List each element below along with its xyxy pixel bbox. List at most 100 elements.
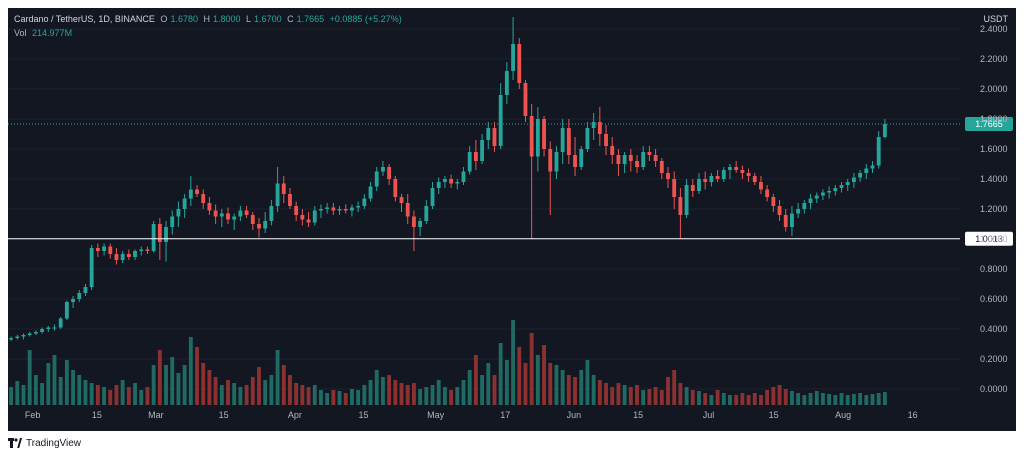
- volume-bar: [597, 380, 602, 405]
- candle-body: [424, 206, 429, 221]
- volume-bar: [585, 360, 590, 405]
- volume-bar: [684, 387, 689, 405]
- volume-bar: [424, 387, 429, 405]
- volume-bar: [120, 380, 125, 405]
- chart-panel[interactable]: 1.0013 1.7665 2.4000 2.2000 2.0000 1.8000 1.6…: [8, 8, 1016, 431]
- candle-body: [821, 192, 825, 196]
- symbol-title[interactable]: Cardano / TetherUS, 1D, BINANCE: [14, 14, 155, 24]
- candle-body: [765, 189, 770, 197]
- volume-bar: [430, 385, 435, 405]
- volume-bar: [9, 387, 14, 405]
- volume-bar: [21, 385, 26, 405]
- volume-bar: [876, 393, 881, 405]
- candle-body: [560, 128, 565, 152]
- candle-body: [102, 246, 106, 251]
- volume-bar: [46, 363, 51, 405]
- candle-body: [52, 327, 57, 329]
- candle-body: [684, 185, 689, 215]
- close-label: C: [287, 14, 294, 24]
- candle-body: [21, 335, 26, 337]
- candle-body: [95, 248, 100, 251]
- y-tick-label: 1.4000: [980, 174, 1008, 184]
- volume-bar: [71, 370, 75, 405]
- volume-bar: [207, 370, 212, 405]
- volume-bar: [659, 390, 664, 405]
- volume-bar: [257, 367, 261, 405]
- tradingview-brand: TradingView: [26, 437, 82, 449]
- volume-bar: [343, 393, 348, 405]
- axes: 2.4000 2.2000 2.0000 1.8000 1.6000 1.4000 1.20…: [25, 24, 1008, 420]
- candle-body: [201, 194, 206, 203]
- volume-bar: [721, 393, 726, 405]
- volume-bar: [64, 360, 69, 405]
- volume-bar: [715, 390, 720, 405]
- volume-bar: [89, 383, 94, 405]
- volume-bar: [746, 395, 751, 405]
- candle-body: [728, 167, 732, 170]
- candle-body: [33, 332, 38, 334]
- high-label: H: [203, 14, 210, 24]
- volume-bar: [102, 387, 106, 405]
- volume-bar: [845, 395, 850, 405]
- volume-bar: [473, 355, 478, 405]
- volume-bar: [213, 377, 218, 405]
- candle-body: [126, 254, 131, 257]
- support-price-badge: [965, 231, 1013, 246]
- volume-bar: [393, 380, 398, 405]
- currency-label[interactable]: USDT: [983, 14, 1009, 24]
- y-tick-label: 0.6000: [980, 294, 1008, 304]
- candle-body: [635, 161, 639, 167]
- candle-body: [288, 194, 292, 206]
- last-price-badge: [965, 117, 1013, 132]
- volume-bar: [399, 383, 404, 405]
- volume-bar: [238, 387, 243, 405]
- candle-body: [64, 302, 69, 319]
- candle-body: [294, 206, 299, 215]
- last-price-label: 1.7665: [975, 119, 1003, 129]
- price-chart[interactable]: 1.0013 1.7665 2.4000 2.2000 2.0000 1.8000 1.6…: [8, 8, 1016, 431]
- volume-bar: [771, 387, 776, 405]
- volume-bar: [467, 370, 472, 405]
- volume-bar: [759, 395, 763, 405]
- candle-body: [870, 165, 875, 169]
- volume-bar: [653, 387, 658, 405]
- candle-body: [449, 179, 454, 184]
- volume-bar: [288, 375, 292, 405]
- y-tick-label: 1.6000: [980, 144, 1008, 154]
- candle-body: [796, 209, 801, 214]
- candle-body: [616, 155, 621, 164]
- volume-bar: [381, 377, 385, 405]
- volume-bar: [226, 380, 230, 405]
- candle-body: [566, 128, 571, 155]
- candle-body: [455, 182, 460, 184]
- volume-bar: [529, 333, 534, 405]
- candle-body: [610, 146, 615, 155]
- volume-bar: [201, 363, 206, 405]
- volume-bar: [195, 347, 199, 405]
- y-tick-label: 0.2000: [980, 354, 1008, 364]
- candle-body: [46, 327, 51, 329]
- candle-body: [170, 216, 175, 227]
- x-tick-label: 15: [92, 410, 102, 420]
- x-tick-label: Aug: [835, 410, 851, 420]
- x-tick-label: Feb: [25, 410, 41, 420]
- x-tick-label: Apr: [288, 410, 302, 420]
- volume-bar: [647, 389, 652, 405]
- candle-body: [238, 210, 243, 217]
- candle-body: [405, 203, 410, 217]
- volume-bar: [808, 393, 813, 405]
- volume-bar: [486, 363, 491, 405]
- candle-body: [381, 167, 385, 172]
- volume-bar: [356, 390, 361, 405]
- volume-bar: [133, 383, 137, 405]
- candle-body: [350, 207, 354, 211]
- volume-bar: [281, 365, 286, 405]
- low-value: 1.6700: [254, 14, 282, 24]
- volume-bar: [411, 383, 416, 405]
- volume-bar: [387, 375, 392, 405]
- x-tick-label: May: [427, 410, 445, 420]
- tradingview-logo-icon: [8, 438, 22, 448]
- x-tick-label: Jul: [703, 410, 715, 420]
- open-label: O: [160, 14, 168, 24]
- tradingview-footer[interactable]: TradingView: [8, 436, 81, 450]
